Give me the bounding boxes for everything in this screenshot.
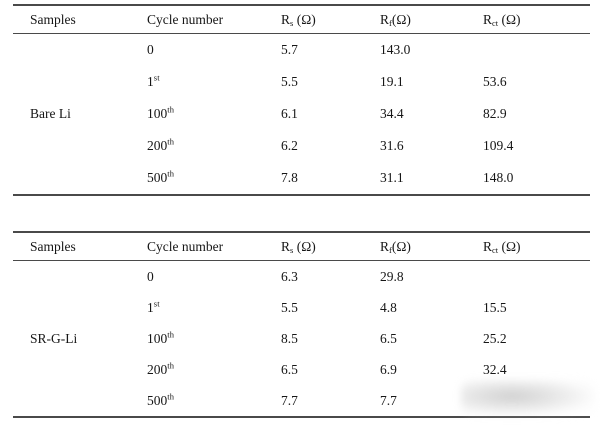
rs-subscript: s xyxy=(290,17,294,28)
impedance-table-sr-g-li: Samples Cycle number Rs (Ω) Rf(Ω) Rct (Ω… xyxy=(13,231,590,418)
rct-value-cell xyxy=(483,34,590,67)
cycle-cell: 0 xyxy=(147,268,154,284)
table-row: 200th 6.2 31.6 109.4 xyxy=(13,130,590,162)
rct-value-cell: 15.5 xyxy=(483,299,507,315)
cycle-cell: 200th xyxy=(147,136,175,153)
rs-value-cell: 8.5 xyxy=(281,330,298,346)
cycle-cell: 100th xyxy=(147,104,175,121)
header-rct: Rct (Ω) xyxy=(483,4,590,34)
cycle-cell: 0 xyxy=(147,42,154,57)
impedance-table-bare-li: Samples Cycle number Rs (Ω) Rf(Ω) Rct (Ω… xyxy=(13,4,590,196)
table-row: 1st 5.5 19.1 53.6 xyxy=(13,66,590,98)
rf-value-cell: 34.4 xyxy=(380,106,404,121)
rs-value-cell: 6.2 xyxy=(281,138,298,153)
rf-value-cell: 29.8 xyxy=(380,268,404,284)
rct-value-cell xyxy=(483,385,590,418)
rf-subscript: f xyxy=(389,17,392,28)
rs-value-cell: 7.8 xyxy=(281,162,380,196)
rct-value-cell: 32.4 xyxy=(483,361,507,377)
rf-symbol: R xyxy=(380,11,390,27)
header-rf: Rf(Ω) xyxy=(380,4,483,34)
header-rs: Rs (Ω) xyxy=(281,4,380,34)
table-row: 1st 5.5 4.8 15.5 xyxy=(13,292,590,323)
rct-subscript: ct xyxy=(492,244,499,255)
rf-value-cell: 19.1 xyxy=(380,74,404,89)
header-row: Samples Cycle number Rs (Ω) Rf(Ω) Rct (Ω… xyxy=(13,231,590,261)
rct-subscript: ct xyxy=(492,17,499,28)
rs-unit: (Ω) xyxy=(293,11,316,27)
header-samples: Samples xyxy=(13,4,147,34)
header-cycle-number: Cycle number xyxy=(147,4,281,34)
header-row: Samples Cycle number Rs (Ω) Rf(Ω) Rct (Ω… xyxy=(13,4,590,34)
rs-symbol: R xyxy=(281,238,291,254)
table-row: SR-G-Li 0 6.3 29.8 xyxy=(13,260,590,418)
sample-name-cell: Bare Li xyxy=(13,33,147,196)
rf-value-cell: 4.8 xyxy=(380,299,397,315)
cycle-cell: 100th xyxy=(147,329,175,346)
rct-value-cell xyxy=(483,261,590,293)
table-row: Bare Li 0 5.7 143.0 xyxy=(13,33,590,196)
rct-value-cell: 148.0 xyxy=(483,162,590,196)
header-rct: Rct (Ω) xyxy=(483,231,590,261)
cycle-cell: 1st xyxy=(147,72,160,89)
rs-subscript: s xyxy=(290,244,294,255)
rs-value-cell: 5.5 xyxy=(281,299,298,315)
rs-unit: (Ω) xyxy=(293,238,316,254)
rf-value-cell: 7.7 xyxy=(380,385,483,418)
rf-unit: (Ω) xyxy=(391,11,411,27)
rct-value-cell: 109.4 xyxy=(483,138,514,153)
rf-value-cell: 31.6 xyxy=(380,138,404,153)
rf-value-cell: 31.1 xyxy=(380,162,483,196)
rf-value-cell: 6.5 xyxy=(380,330,397,346)
rct-value-cell: 53.6 xyxy=(483,74,507,89)
cycle-cell: 500th xyxy=(147,162,281,196)
rs-value-cell: 6.5 xyxy=(281,361,298,377)
table-row: 100th 6.1 34.4 82.9 xyxy=(13,98,590,130)
rs-value-cell: 6.1 xyxy=(281,106,298,121)
rs-symbol: R xyxy=(281,11,291,27)
rf-subscript: f xyxy=(389,244,392,255)
sample-name-cell: SR-G-Li xyxy=(13,260,147,418)
rct-value-cell: 82.9 xyxy=(483,106,507,121)
rs-value-cell: 7.7 xyxy=(281,385,380,418)
rf-unit: (Ω) xyxy=(391,238,411,254)
table-row: 100th 8.5 6.5 25.2 xyxy=(13,323,590,354)
table-row: 200th 6.5 6.9 32.4 xyxy=(13,354,590,385)
rf-value-cell: 143.0 xyxy=(380,42,411,57)
rs-value-cell: 5.5 xyxy=(281,74,298,89)
cycle-cell: 200th xyxy=(147,360,175,377)
header-samples: Samples xyxy=(13,231,147,261)
header-rf: Rf(Ω) xyxy=(380,231,483,261)
header-cycle-number: Cycle number xyxy=(147,231,281,261)
rs-value-cell: 6.3 xyxy=(281,268,298,284)
rct-symbol: R xyxy=(483,238,493,254)
rct-value-cell: 25.2 xyxy=(483,330,507,346)
rct-unit: (Ω) xyxy=(498,11,521,27)
rct-unit: (Ω) xyxy=(498,238,521,254)
cycle-cell: 1st xyxy=(147,298,160,315)
rs-value-cell: 5.7 xyxy=(281,42,298,57)
rf-value-cell: 6.9 xyxy=(380,361,397,377)
rct-symbol: R xyxy=(483,11,493,27)
rf-symbol: R xyxy=(380,238,390,254)
table-row: 500th 7.8 31.1 148.0 xyxy=(13,162,590,196)
header-rs: Rs (Ω) xyxy=(281,231,380,261)
cycle-cell: 500th xyxy=(147,385,281,418)
